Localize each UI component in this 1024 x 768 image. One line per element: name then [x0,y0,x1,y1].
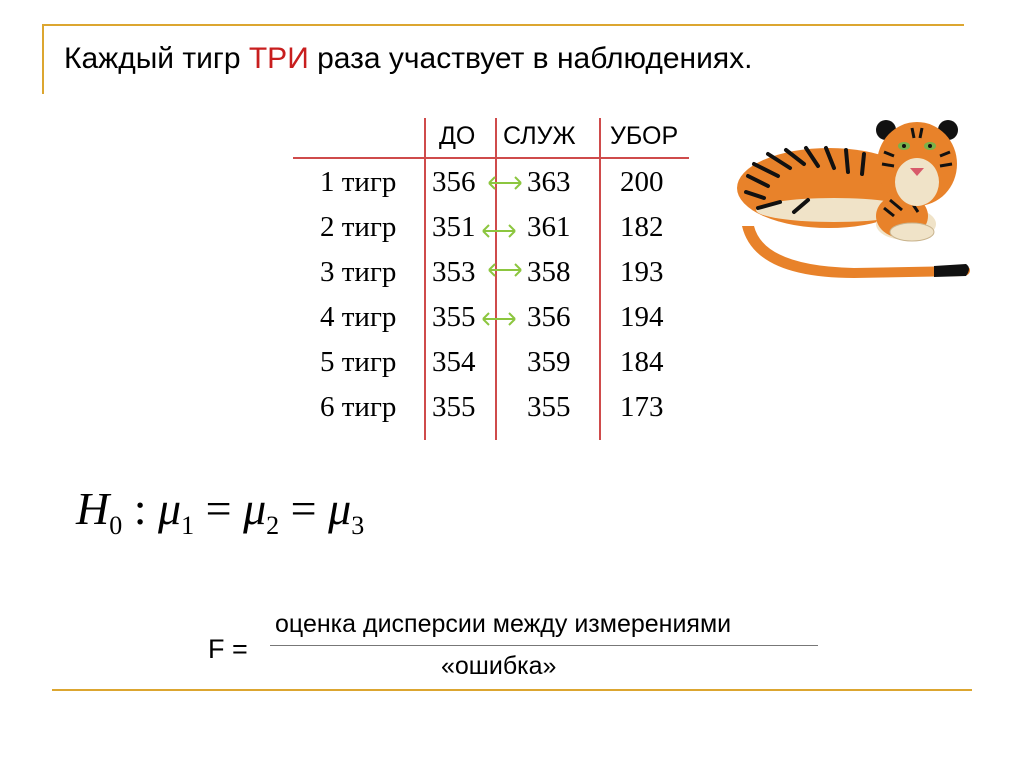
equals-sign: = [194,483,244,534]
cell-before: 354 [432,346,476,378]
column-header-before: ДО [439,122,476,150]
title-text-end: раза участвует в наблюдениях. [308,42,753,75]
column-header-service: СЛУЖ [503,122,576,150]
double-arrow-icon [488,176,522,190]
cell-before: 351 [432,211,476,243]
mu-symbol: μ [158,483,182,534]
table-column-divider-3 [599,118,601,440]
cell-before: 353 [432,256,476,288]
title-text-start: Каждый тигр [64,42,249,75]
cell-cleaning: 194 [620,301,664,333]
f-ratio-numerator: оценка дисперсии между измерениями [275,610,732,638]
slide-title: Каждый тигр ТРИ раза участвует в наблюде… [64,42,752,76]
double-arrow-icon [488,263,522,277]
null-hypothesis-formula: H0 : μ1 = μ2 = μ3 [76,482,364,541]
cell-service: 355 [527,391,571,423]
f-ratio-lhs: F = [208,634,248,664]
f-ratio-denominator: «ошибка» [441,652,557,680]
table-column-divider-2 [495,118,497,440]
cell-cleaning: 193 [620,256,664,288]
double-arrow-icon [482,312,516,326]
cell-cleaning: 173 [620,391,664,423]
table-column-divider-1 [424,118,426,440]
row-label: 5 тигр [320,346,397,378]
row-label: 6 тигр [320,391,397,423]
cell-service: 363 [527,166,571,198]
row-label: 1 тигр [320,166,397,198]
mu-symbol: μ [243,483,267,534]
top-accent-bar [42,24,964,26]
left-accent-bar [42,24,44,94]
cell-before: 355 [432,301,476,333]
row-label: 2 тигр [320,211,397,243]
mu-subscript: 3 [351,511,365,540]
row-label: 4 тигр [320,301,397,333]
title-highlight: ТРИ [248,42,309,75]
cell-cleaning: 184 [620,346,664,378]
cell-cleaning: 182 [620,211,664,243]
row-label: 3 тигр [320,256,397,288]
tiger-illustration [737,120,970,278]
cell-before: 355 [432,391,476,423]
cell-before: 356 [432,166,476,198]
hypothesis-subscript: 0 [109,511,123,540]
equals-sign: = [279,483,329,534]
cell-cleaning: 200 [620,166,664,198]
formula-colon: : [122,483,159,534]
cell-service: 356 [527,301,571,333]
column-header-cleaning: УБОР [610,122,679,150]
mu-symbol: μ [328,483,352,534]
table-header-rule [293,157,689,159]
double-arrow-icon [482,224,516,238]
fraction-bar [270,645,818,647]
mu-subscript: 1 [181,511,195,540]
cell-service: 361 [527,211,571,243]
bottom-accent-bar [52,689,972,691]
cell-service: 359 [527,346,571,378]
cell-service: 358 [527,256,571,288]
mu-subscript: 2 [266,511,280,540]
hypothesis-symbol: H [76,483,110,534]
